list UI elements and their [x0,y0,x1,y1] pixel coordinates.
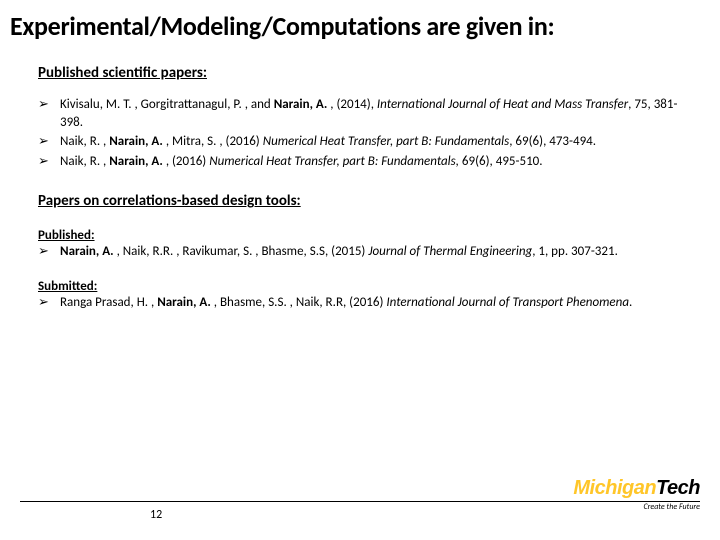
list-item: ➢ Ranga Prasad, H. , Narain, A. , Bhasme… [38,294,682,312]
list-item: ➢ Narain, A. , Naik, R.R. , Ravikumar, S… [38,243,682,261]
published-design-list: ➢ Narain, A. , Naik, R.R. , Ravikumar, S… [38,243,682,261]
section-heading-design-tools: Papers on correlations-based design tool… [38,192,720,210]
citation-text: Ranga Prasad, H. , Narain, A. , Bhasme, … [60,294,682,312]
page-title: Experimental/Modeling/Computations are g… [0,0,720,42]
bullet-icon: ➢ [38,294,60,312]
sub-heading-submitted: Submitted: [38,279,720,294]
bullet-icon: ➢ [38,96,60,131]
sub-heading-published: Published: [38,228,720,243]
bullet-icon: ➢ [38,133,60,151]
list-item: ➢ Kivisalu, M. T. , Gorgitrattanagul, P.… [38,96,682,131]
page-number: 12 [150,508,720,522]
bullet-icon: ➢ [38,153,60,171]
logo-part-michigan: Michigan [573,477,656,499]
footer-divider [20,501,700,502]
citation-text: Naik, R. , Narain, A. , (2016) Numerical… [60,153,682,171]
footer: 12 [0,501,720,522]
published-papers-list: ➢ Kivisalu, M. T. , Gorgitrattanagul, P.… [38,96,682,170]
citation-text: Kivisalu, M. T. , Gorgitrattanagul, P. ,… [60,96,682,131]
logo-part-tech: Tech [656,477,700,499]
list-item: ➢ Naik, R. , Narain, A. , (2016) Numeric… [38,153,682,171]
submitted-design-list: ➢ Ranga Prasad, H. , Narain, A. , Bhasme… [38,294,682,312]
section-heading-published-papers: Published scientific papers: [38,64,720,82]
citation-text: Narain, A. , Naik, R.R. , Ravikumar, S. … [60,243,682,261]
list-item: ➢ Naik, R. , Narain, A. , Mitra, S. , (2… [38,133,682,151]
bullet-icon: ➢ [38,243,60,261]
citation-text: Naik, R. , Narain, A. , Mitra, S. , (201… [60,133,682,151]
michigan-tech-logo: MichiganTech [573,477,700,500]
